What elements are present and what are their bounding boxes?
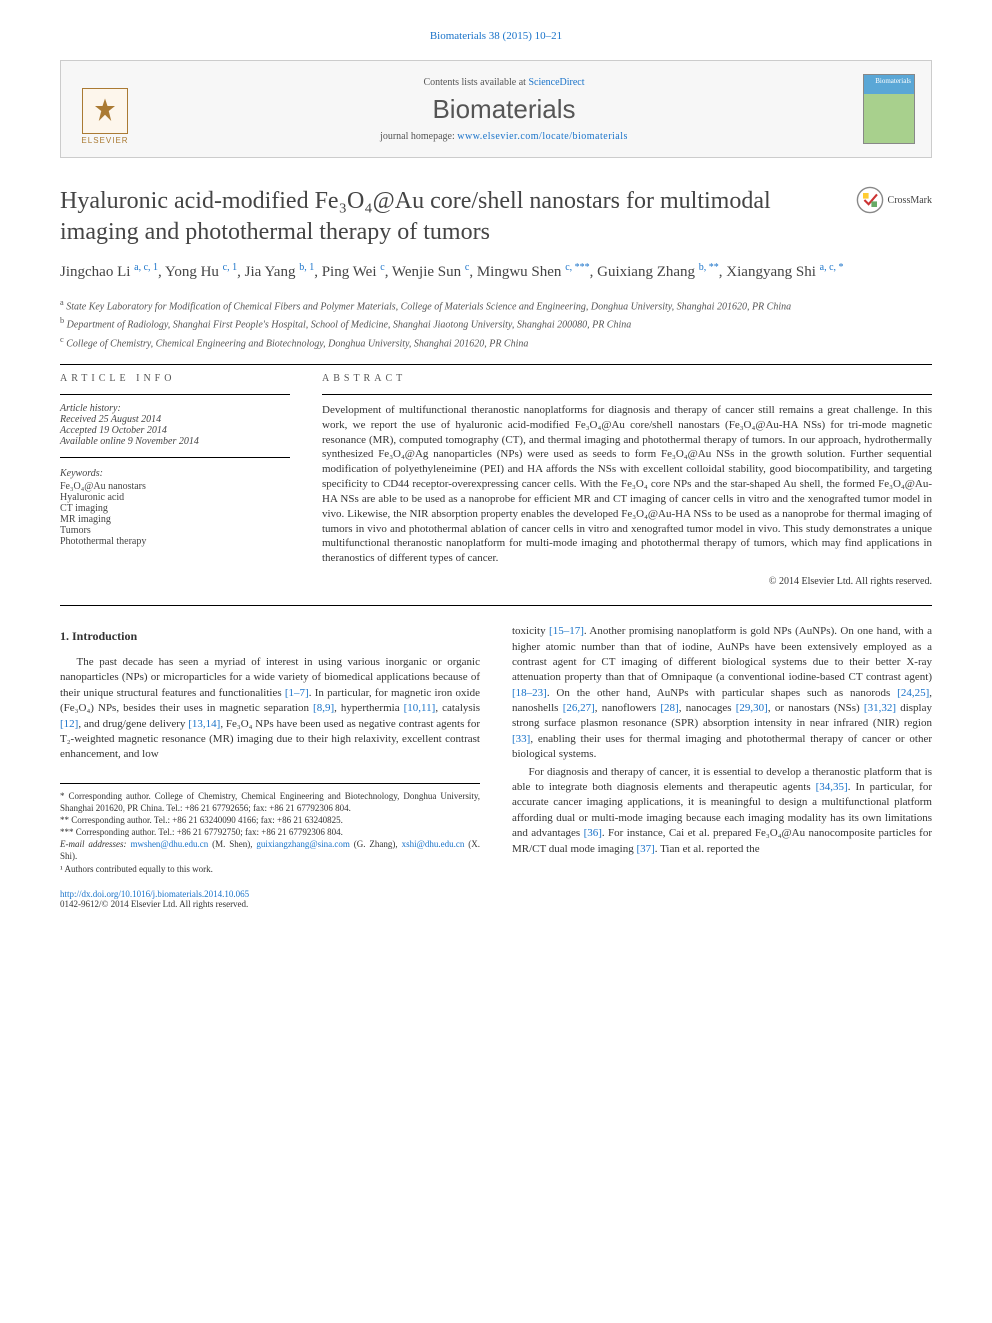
ref-8-9[interactable]: [8,9] <box>313 702 334 714</box>
email2-who: (G. Zhang), <box>350 839 402 849</box>
abs-rule <box>322 394 932 395</box>
ref-15-17[interactable]: [15–17] <box>549 625 584 637</box>
ref-33[interactable]: [33] <box>512 733 530 745</box>
p2-t5: , nanoflowers <box>595 702 661 714</box>
keyword-item: Fe₃O₄@Au nanostars <box>60 481 290 492</box>
abstract-copyright: © 2014 Elsevier Ltd. All rights reserved… <box>322 576 932 587</box>
affiliation: c College of Chemistry, Chemical Enginee… <box>60 335 932 350</box>
p2-t7: , or nanostars (NSs) <box>768 702 864 714</box>
abstract-col: ABSTRACT Development of multifunctional … <box>322 373 932 587</box>
intro-para-1: The past decade has seen a myriad of int… <box>60 655 480 763</box>
article-info-heading: ARTICLE INFO <box>60 373 290 384</box>
ainfo-rule <box>60 394 290 395</box>
emails-label: E-mail addresses: <box>60 839 130 849</box>
journal-header-box: ELSEVIER Contents lists available at Sci… <box>60 60 932 158</box>
ref-28[interactable]: [28] <box>660 702 678 714</box>
article-title: Hyaluronic acid-modified Fe₃O₄@Au core/s… <box>60 186 844 248</box>
email1-who: (M. Shen), <box>208 839 256 849</box>
affiliation: a State Key Laboratory for Modification … <box>60 298 932 313</box>
issn-copyright: 0142-9612/© 2014 Elsevier Ltd. All right… <box>60 899 248 909</box>
crossmark-badge[interactable]: CrossMark <box>856 186 932 214</box>
section-heading-intro: 1. Introduction <box>60 628 480 645</box>
journal-center: Contents lists available at ScienceDirec… <box>145 77 863 142</box>
email-shi[interactable]: xshi@dhu.edu.cn <box>402 839 465 849</box>
ref-10-11[interactable]: [10,11] <box>404 702 436 714</box>
history-label: Article history: <box>60 403 121 414</box>
ref-34-35[interactable]: [34,35] <box>816 781 848 793</box>
ref-18-23[interactable]: [18–23] <box>512 687 547 699</box>
keywords-block: Keywords: Fe₃O₄@Au nanostarsHyaluronic a… <box>60 468 290 547</box>
divider-rule <box>60 364 932 365</box>
footnote-emails: E-mail addresses: mwshen@dhu.edu.cn (M. … <box>60 838 480 862</box>
doi-block: http://dx.doi.org/10.1016/j.biomaterials… <box>60 889 932 909</box>
affiliations: a State Key Laboratory for Modification … <box>60 298 932 350</box>
journal-cover-thumbnail: Biomaterials <box>863 74 915 144</box>
homepage-prefix: journal homepage: <box>380 131 457 142</box>
intro-para-3: For diagnosis and therapy of cancer, it … <box>512 765 932 857</box>
footnotes: * Corresponding author. College of Chemi… <box>60 783 480 875</box>
cover-label: Biomaterials <box>875 77 911 85</box>
ref-24-25[interactable]: [24,25] <box>897 687 929 699</box>
sciencedirect-link[interactable]: ScienceDirect <box>528 77 584 88</box>
p2-t9: , enabling their uses for thermal imagin… <box>512 733 932 760</box>
p2-t3: . On the other hand, AuNPs with particul… <box>547 687 897 699</box>
authors-list: Jingchao Li a, c, 1, Yong Hu c, 1, Jia Y… <box>60 260 932 284</box>
keywords-label: Keywords: <box>60 468 290 479</box>
body-columns: 1. Introduction The past decade has seen… <box>60 624 932 875</box>
footnote-corr-2: ** Corresponding author. Tel.: +86 21 63… <box>60 814 480 826</box>
p1-t5: , and drug/gene delivery <box>78 718 188 730</box>
footnote-corr-1: * Corresponding author. College of Chemi… <box>60 790 480 814</box>
ref-29-30[interactable]: [29,30] <box>736 702 768 714</box>
crossmark-label: CrossMark <box>888 195 932 206</box>
ref-31-32[interactable]: [31,32] <box>864 702 896 714</box>
abstract-heading: ABSTRACT <box>322 373 932 384</box>
info-abstract-row: ARTICLE INFO Article history: Received 2… <box>60 373 932 587</box>
intro-para-2: toxicity [15–17]. Another promising nano… <box>512 624 932 763</box>
email-shen[interactable]: mwshen@dhu.edu.cn <box>130 839 208 849</box>
contents-prefix: Contents lists available at <box>423 77 528 88</box>
keyword-item: Hyaluronic acid <box>60 492 290 503</box>
ref-12[interactable]: [12] <box>60 718 78 730</box>
elsevier-logo: ELSEVIER <box>77 73 133 145</box>
footnote-corr-3: *** Corresponding author. Tel.: +86 21 6… <box>60 826 480 838</box>
citation-link[interactable]: Biomaterials 38 (2015) 10–21 <box>430 30 562 42</box>
affiliation: b Department of Radiology, Shanghai Firs… <box>60 316 932 331</box>
p1-t4: , catalysis <box>435 702 480 714</box>
doi-link[interactable]: http://dx.doi.org/10.1016/j.biomaterials… <box>60 889 249 899</box>
ref-13-14[interactable]: [13,14] <box>188 718 220 730</box>
keywords-list: Fe₃O₄@Au nanostarsHyaluronic acidCT imag… <box>60 481 290 547</box>
elsevier-tree-icon <box>82 88 128 134</box>
elsevier-wordmark: ELSEVIER <box>81 136 128 145</box>
contents-line: Contents lists available at ScienceDirec… <box>145 77 863 88</box>
received-date: Received 25 August 2014 <box>60 414 161 425</box>
p3-t4: . Tian et al. reported the <box>655 843 760 855</box>
keyword-item: CT imaging <box>60 503 290 514</box>
header-citation: Biomaterials 38 (2015) 10–21 <box>60 30 932 42</box>
ref-36[interactable]: [36] <box>584 827 602 839</box>
available-date: Available online 9 November 2014 <box>60 436 199 447</box>
ref-26-27[interactable]: [26,27] <box>563 702 595 714</box>
p2-t6: , nanocages <box>679 702 736 714</box>
keyword-item: Photothermal therapy <box>60 536 290 547</box>
homepage-link[interactable]: www.elsevier.com/locate/biomaterials <box>457 131 628 142</box>
accepted-date: Accepted 19 October 2014 <box>60 425 167 436</box>
keyword-item: Tumors <box>60 525 290 536</box>
journal-name: Biomaterials <box>145 94 863 125</box>
ref-37[interactable]: [37] <box>636 843 654 855</box>
article-info-col: ARTICLE INFO Article history: Received 2… <box>60 373 290 587</box>
homepage-line: journal homepage: www.elsevier.com/locat… <box>145 131 863 142</box>
p2-t1: toxicity <box>512 625 549 637</box>
full-divider <box>60 605 932 606</box>
keyword-item: MR imaging <box>60 514 290 525</box>
abstract-text: Development of multifunctional theranost… <box>322 403 932 566</box>
article-history: Article history: Received 25 August 2014… <box>60 403 290 458</box>
p1-t3: , hyperthermia <box>334 702 404 714</box>
footnote-equal: ¹ Authors contributed equally to this wo… <box>60 863 480 875</box>
email-zhang[interactable]: guixiangzhang@sina.com <box>256 839 350 849</box>
ref-1-7[interactable]: [1–7] <box>285 687 309 699</box>
